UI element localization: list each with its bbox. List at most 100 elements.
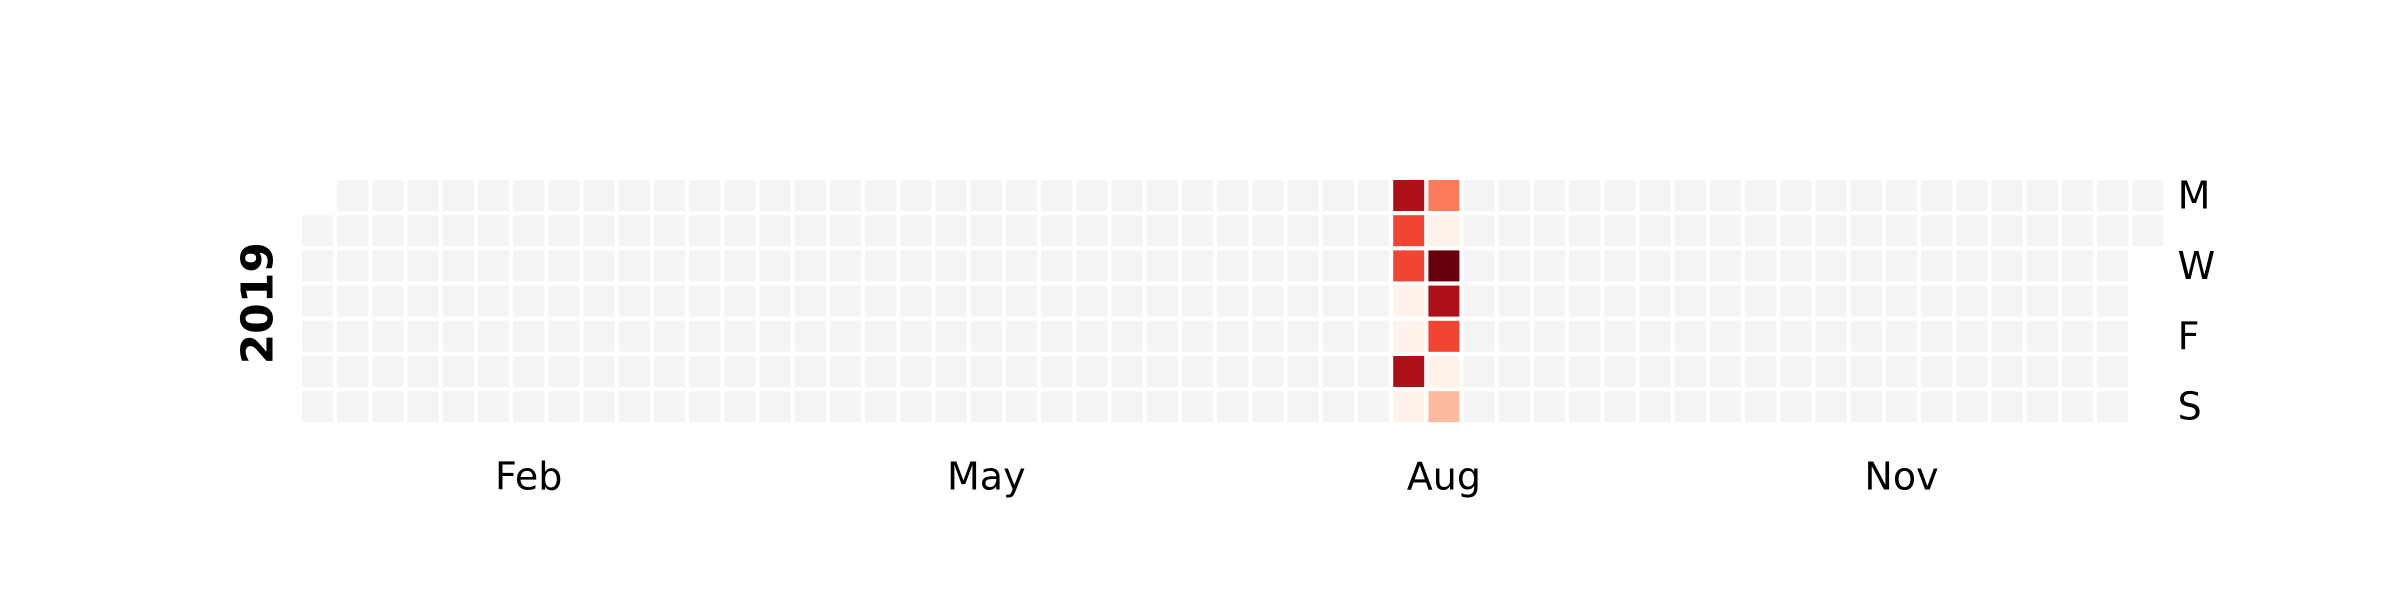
heatmap-cell [689, 215, 721, 247]
heatmap-cell [2062, 320, 2093, 352]
heatmap-cell [935, 180, 967, 211]
heatmap-cell [1569, 320, 1601, 352]
heatmap-cell [1850, 356, 1882, 387]
heatmap-cell [1780, 391, 1812, 423]
heatmap-cell [1322, 180, 1354, 211]
heatmap-cell [1674, 320, 1706, 352]
heatmap-cell [372, 285, 404, 317]
heatmap-cell [654, 320, 685, 352]
heatmap-cell [1322, 250, 1354, 282]
heatmap-cell [1252, 250, 1284, 282]
heatmap-cell [1498, 320, 1530, 352]
heatmap-cell [513, 356, 545, 387]
heatmap-cell [2026, 320, 2058, 352]
heatmap-cell [970, 250, 1002, 282]
heatmap-cell [724, 356, 756, 387]
heatmap-cell-active [1393, 391, 1425, 423]
heatmap-cell [1287, 391, 1319, 423]
heatmap-cell [1991, 180, 2023, 211]
heatmap-cell [1921, 391, 1953, 423]
heatmap-cell [1815, 391, 1847, 423]
heatmap-cell [830, 391, 861, 423]
heatmap-cell [2026, 356, 2058, 387]
heatmap-cell [724, 391, 756, 423]
heatmap-cell-active [1393, 320, 1425, 352]
heatmap-cell [2062, 180, 2093, 211]
heatmap-cell [1006, 391, 1037, 423]
heatmap-cell [407, 320, 439, 352]
month-label: Feb [495, 454, 562, 498]
heatmap-cell [337, 285, 369, 317]
heatmap-cell [1534, 215, 1565, 247]
heatmap-cell [548, 320, 580, 352]
heatmap-cell [1534, 180, 1565, 211]
heatmap-cell [2097, 250, 2129, 282]
heatmap-cell [583, 180, 615, 211]
heatmap-cell [865, 320, 897, 352]
heatmap-cell [1780, 180, 1812, 211]
heatmap-cell [1287, 356, 1319, 387]
heatmap-cell [2062, 356, 2093, 387]
heatmap-cell [1498, 250, 1530, 282]
heatmap-cell [1076, 180, 1108, 211]
heatmap-cell [1710, 285, 1741, 317]
heatmap-cell [478, 180, 509, 211]
heatmap-cell [442, 180, 474, 211]
heatmap-cell [1639, 215, 1671, 247]
heatmap-cell [1111, 356, 1143, 387]
heatmap-cell-active [1428, 391, 1460, 423]
heatmap-cell [689, 250, 721, 282]
heatmap-cell [1780, 285, 1812, 317]
heatmap-cell-active [1393, 180, 1425, 211]
heatmap-cell [1358, 285, 1389, 317]
heatmap-cell [1041, 285, 1073, 317]
heatmap-cell [970, 180, 1002, 211]
heatmap-cell [1991, 215, 2023, 247]
heatmap-cell [1956, 391, 1988, 423]
heatmap-cell [1674, 391, 1706, 423]
weekday-label: F [2178, 314, 2200, 358]
heatmap-cell [1111, 215, 1143, 247]
heatmap-cell [1463, 320, 1495, 352]
heatmap-cell [935, 215, 967, 247]
heatmap-cell [900, 320, 932, 352]
heatmap-cell [1569, 356, 1601, 387]
heatmap-cell [1111, 180, 1143, 211]
heatmap-cell [1252, 180, 1284, 211]
heatmap-cell [1146, 250, 1178, 282]
heatmap-cell [1921, 356, 1953, 387]
heatmap-cell [1780, 320, 1812, 352]
heatmap-cell [2132, 215, 2164, 247]
heatmap-cell [1182, 391, 1213, 423]
heatmap-cell [1041, 250, 1073, 282]
heatmap-cell [970, 215, 1002, 247]
heatmap-cell [478, 250, 509, 282]
heatmap-cell [1182, 250, 1213, 282]
weekday-label: M [2178, 174, 2211, 218]
heatmap-cell [1745, 285, 1777, 317]
heatmap-cell [1358, 215, 1389, 247]
heatmap-cell [618, 391, 650, 423]
heatmap-cell [830, 320, 861, 352]
heatmap-cell [1041, 180, 1073, 211]
heatmap-cell [478, 215, 509, 247]
heatmap-cell [1886, 250, 1917, 282]
heatmap-cell [1710, 391, 1741, 423]
heatmap-cell [1850, 391, 1882, 423]
heatmap-cell [1569, 285, 1601, 317]
heatmap-cell [654, 356, 685, 387]
heatmap-cell [1498, 285, 1530, 317]
heatmap-cell [372, 391, 404, 423]
heatmap-cell [654, 215, 685, 247]
heatmap-cell [1534, 320, 1565, 352]
heatmap-cell [1358, 180, 1389, 211]
heatmap-cell [1604, 320, 1636, 352]
heatmap-cell [513, 215, 545, 247]
heatmap-cell [1463, 391, 1495, 423]
heatmap-cell [689, 391, 721, 423]
heatmap-cell [1287, 320, 1319, 352]
heatmap-cell [1710, 356, 1741, 387]
heatmap-cell [1287, 250, 1319, 282]
heatmap-cell [2062, 391, 2093, 423]
heatmap-cell [794, 391, 826, 423]
